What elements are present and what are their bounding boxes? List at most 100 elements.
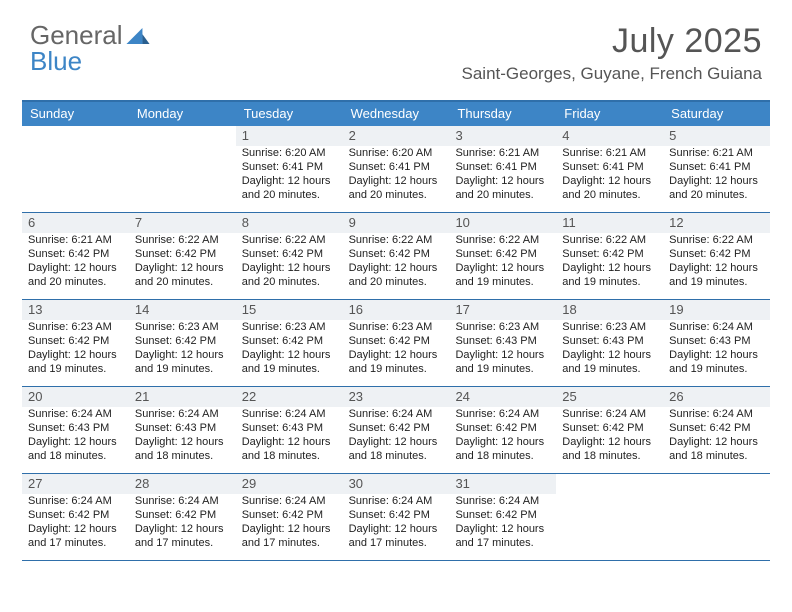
sunset-text: Sunset: 6:41 PM (242, 161, 337, 175)
sunrise-text: Sunrise: 6:20 AM (349, 147, 444, 161)
logo: GeneralBlue (30, 22, 150, 74)
sunrise-text: Sunrise: 6:24 AM (242, 408, 337, 422)
day-header: Sunday (22, 102, 129, 126)
daylight-text: Daylight: 12 hours and 18 minutes. (669, 436, 764, 464)
sunset-text: Sunset: 6:42 PM (28, 509, 123, 523)
daylight-text: Daylight: 12 hours and 19 minutes. (455, 349, 550, 377)
daylight-text: Daylight: 12 hours and 19 minutes. (349, 349, 444, 377)
sunset-text: Sunset: 6:42 PM (135, 248, 230, 262)
day-number: 5 (663, 126, 770, 146)
sunset-text: Sunset: 6:42 PM (562, 248, 657, 262)
day-number: 29 (236, 474, 343, 494)
day-number: 18 (556, 300, 663, 320)
calendar-cell: 9Sunrise: 6:22 AMSunset: 6:42 PMDaylight… (343, 213, 450, 299)
week-row: 13Sunrise: 6:23 AMSunset: 6:42 PMDayligh… (22, 300, 770, 387)
daylight-text: Daylight: 12 hours and 18 minutes. (28, 436, 123, 464)
sunrise-text: Sunrise: 6:23 AM (242, 321, 337, 335)
sunset-text: Sunset: 6:43 PM (455, 335, 550, 349)
day-header: Thursday (449, 102, 556, 126)
calendar-cell: 28Sunrise: 6:24 AMSunset: 6:42 PMDayligh… (129, 474, 236, 560)
sunrise-text: Sunrise: 6:22 AM (562, 234, 657, 248)
week-row: 6Sunrise: 6:21 AMSunset: 6:42 PMDaylight… (22, 213, 770, 300)
sunrise-text: Sunrise: 6:24 AM (242, 495, 337, 509)
daylight-text: Daylight: 12 hours and 17 minutes. (455, 523, 550, 551)
sunset-text: Sunset: 6:42 PM (242, 509, 337, 523)
sunrise-text: Sunrise: 6:21 AM (562, 147, 657, 161)
calendar-cell: 1Sunrise: 6:20 AMSunset: 6:41 PMDaylight… (236, 126, 343, 212)
sunrise-text: Sunrise: 6:24 AM (669, 321, 764, 335)
sunrise-text: Sunrise: 6:24 AM (349, 495, 444, 509)
calendar-cell: 3Sunrise: 6:21 AMSunset: 6:41 PMDaylight… (449, 126, 556, 212)
daylight-text: Daylight: 12 hours and 18 minutes. (455, 436, 550, 464)
sunset-text: Sunset: 6:43 PM (28, 422, 123, 436)
calendar-cell: 10Sunrise: 6:22 AMSunset: 6:42 PMDayligh… (449, 213, 556, 299)
day-number: 12 (663, 213, 770, 233)
day-number: 13 (22, 300, 129, 320)
day-number: 25 (556, 387, 663, 407)
sunset-text: Sunset: 6:42 PM (455, 248, 550, 262)
day-number: 8 (236, 213, 343, 233)
daylight-text: Daylight: 12 hours and 18 minutes. (349, 436, 444, 464)
week-row: 20Sunrise: 6:24 AMSunset: 6:43 PMDayligh… (22, 387, 770, 474)
title-block: July 2025 Saint-Georges, Guyane, French … (462, 22, 763, 84)
sunrise-text: Sunrise: 6:23 AM (28, 321, 123, 335)
sunset-text: Sunset: 6:42 PM (669, 248, 764, 262)
week-row: 27Sunrise: 6:24 AMSunset: 6:42 PMDayligh… (22, 474, 770, 561)
daylight-text: Daylight: 12 hours and 18 minutes. (135, 436, 230, 464)
sunset-text: Sunset: 6:41 PM (562, 161, 657, 175)
day-number: 4 (556, 126, 663, 146)
calendar-cell: 19Sunrise: 6:24 AMSunset: 6:43 PMDayligh… (663, 300, 770, 386)
sunrise-text: Sunrise: 6:24 AM (28, 495, 123, 509)
day-number: 19 (663, 300, 770, 320)
daylight-text: Daylight: 12 hours and 17 minutes. (349, 523, 444, 551)
day-number: 9 (343, 213, 450, 233)
day-number: 15 (236, 300, 343, 320)
day-number: 27 (22, 474, 129, 494)
sunrise-text: Sunrise: 6:22 AM (135, 234, 230, 248)
calendar-cell: 18Sunrise: 6:23 AMSunset: 6:43 PMDayligh… (556, 300, 663, 386)
sunrise-text: Sunrise: 6:24 AM (135, 408, 230, 422)
sunset-text: Sunset: 6:42 PM (455, 509, 550, 523)
calendar-cell: 5Sunrise: 6:21 AMSunset: 6:41 PMDaylight… (663, 126, 770, 212)
calendar-cell: 4Sunrise: 6:21 AMSunset: 6:41 PMDaylight… (556, 126, 663, 212)
calendar-cell: 11Sunrise: 6:22 AMSunset: 6:42 PMDayligh… (556, 213, 663, 299)
calendar: SundayMondayTuesdayWednesdayThursdayFrid… (22, 100, 770, 561)
day-number: 21 (129, 387, 236, 407)
sunset-text: Sunset: 6:41 PM (455, 161, 550, 175)
calendar-cell: . (556, 474, 663, 560)
day-number: 28 (129, 474, 236, 494)
day-number: 3 (449, 126, 556, 146)
day-header: Monday (129, 102, 236, 126)
sunset-text: Sunset: 6:42 PM (135, 509, 230, 523)
daylight-text: Daylight: 12 hours and 18 minutes. (242, 436, 337, 464)
day-number: 10 (449, 213, 556, 233)
calendar-cell: 6Sunrise: 6:21 AMSunset: 6:42 PMDaylight… (22, 213, 129, 299)
daylight-text: Daylight: 12 hours and 19 minutes. (242, 349, 337, 377)
sunrise-text: Sunrise: 6:20 AM (242, 147, 337, 161)
daylight-text: Daylight: 12 hours and 18 minutes. (562, 436, 657, 464)
sunrise-text: Sunrise: 6:23 AM (455, 321, 550, 335)
sunset-text: Sunset: 6:42 PM (349, 248, 444, 262)
sunrise-text: Sunrise: 6:21 AM (28, 234, 123, 248)
sunset-text: Sunset: 6:43 PM (135, 422, 230, 436)
calendar-cell: 16Sunrise: 6:23 AMSunset: 6:42 PMDayligh… (343, 300, 450, 386)
sunset-text: Sunset: 6:41 PM (349, 161, 444, 175)
calendar-cell: 2Sunrise: 6:20 AMSunset: 6:41 PMDaylight… (343, 126, 450, 212)
daylight-text: Daylight: 12 hours and 19 minutes. (455, 262, 550, 290)
calendar-cell: 17Sunrise: 6:23 AMSunset: 6:43 PMDayligh… (449, 300, 556, 386)
sunrise-text: Sunrise: 6:24 AM (669, 408, 764, 422)
sunset-text: Sunset: 6:42 PM (242, 248, 337, 262)
sunset-text: Sunset: 6:43 PM (562, 335, 657, 349)
calendar-cell: 13Sunrise: 6:23 AMSunset: 6:42 PMDayligh… (22, 300, 129, 386)
sunset-text: Sunset: 6:43 PM (669, 335, 764, 349)
sunrise-text: Sunrise: 6:24 AM (28, 408, 123, 422)
day-number: 14 (129, 300, 236, 320)
header: GeneralBlue July 2025 Saint-Georges, Guy… (0, 0, 792, 94)
day-number: 6 (22, 213, 129, 233)
daylight-text: Daylight: 12 hours and 20 minutes. (669, 175, 764, 203)
sunset-text: Sunset: 6:42 PM (242, 335, 337, 349)
calendar-cell: 26Sunrise: 6:24 AMSunset: 6:42 PMDayligh… (663, 387, 770, 473)
daylight-text: Daylight: 12 hours and 19 minutes. (669, 349, 764, 377)
sunrise-text: Sunrise: 6:23 AM (349, 321, 444, 335)
sunrise-text: Sunrise: 6:22 AM (242, 234, 337, 248)
